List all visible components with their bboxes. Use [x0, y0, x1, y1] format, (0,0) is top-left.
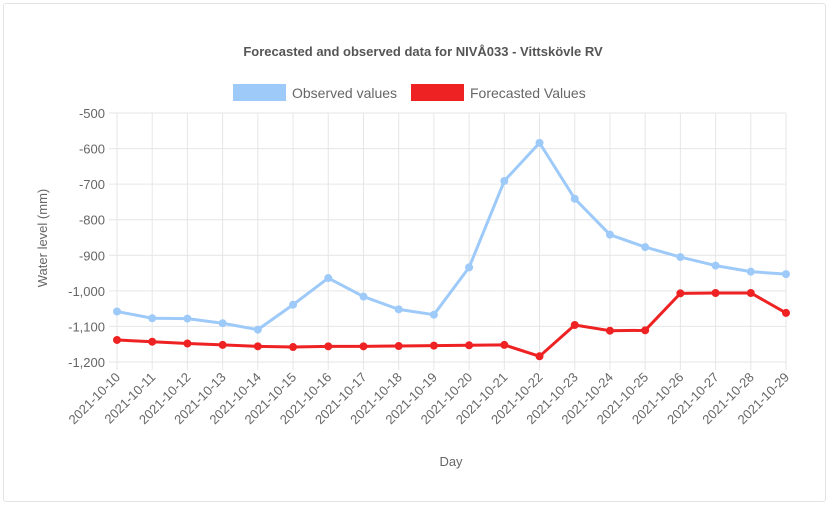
data-point[interactable] — [570, 194, 579, 203]
data-point[interactable] — [711, 288, 720, 297]
data-point[interactable] — [183, 339, 192, 348]
data-point[interactable] — [535, 352, 544, 361]
x-axis-ticks: 2021-10-102021-10-112021-10-122021-10-13… — [65, 370, 792, 428]
data-point[interactable] — [113, 335, 121, 344]
y-tick-label: -800 — [79, 213, 105, 228]
data-point[interactable] — [148, 314, 157, 323]
data-point[interactable] — [113, 307, 121, 316]
y-tick-label: -1,000 — [68, 284, 105, 299]
data-point[interactable] — [465, 341, 474, 350]
series-observed — [113, 138, 790, 334]
y-axis-label: Water level (mm) — [35, 189, 50, 287]
data-point[interactable] — [183, 314, 192, 323]
data-point[interactable] — [605, 230, 614, 239]
grid-lines — [109, 112, 787, 370]
y-tick-label: -1,100 — [68, 319, 105, 334]
data-point[interactable] — [253, 325, 262, 334]
data-point[interactable] — [641, 326, 650, 335]
data-point[interactable] — [359, 342, 368, 351]
data-point[interactable] — [500, 340, 509, 349]
y-tick-label: -1,200 — [68, 355, 105, 370]
data-point[interactable] — [746, 267, 755, 276]
legend-swatch — [411, 84, 464, 101]
legend[interactable]: Observed values Forecasted Values — [233, 84, 586, 101]
y-axis-ticks: -500 -600 -700 -800 -900 -1,000 -1,100 -1,200 — [68, 106, 105, 370]
data-point[interactable] — [676, 253, 685, 262]
data-series — [113, 138, 790, 361]
data-point[interactable] — [429, 341, 438, 350]
legend-item-observed[interactable]: Observed values — [233, 84, 397, 101]
data-point[interactable] — [782, 270, 790, 279]
data-point[interactable] — [535, 138, 544, 147]
data-point[interactable] — [570, 321, 579, 330]
data-point[interactable] — [394, 341, 403, 350]
data-point[interactable] — [289, 300, 298, 309]
data-point[interactable] — [218, 340, 227, 349]
chart-title: Forecasted and observed data for NIVÅ033… — [243, 44, 603, 59]
data-point[interactable] — [465, 263, 474, 272]
series-line — [115, 141, 788, 332]
data-point[interactable] — [746, 288, 755, 297]
data-point[interactable] — [324, 342, 333, 351]
data-point[interactable] — [500, 176, 509, 185]
y-tick-label: -500 — [79, 106, 105, 121]
legend-label: Observed values — [292, 85, 397, 101]
y-tick-label: -900 — [79, 248, 105, 263]
data-point[interactable] — [359, 292, 368, 301]
series-forecasted — [113, 288, 790, 361]
data-point[interactable] — [218, 319, 227, 328]
series-line — [115, 291, 788, 358]
data-point[interactable] — [324, 274, 333, 283]
data-point[interactable] — [289, 343, 298, 352]
data-point[interactable] — [148, 337, 157, 346]
data-point[interactable] — [394, 305, 403, 314]
legend-item-forecasted[interactable]: Forecasted Values — [411, 84, 586, 101]
legend-swatch — [233, 84, 286, 101]
y-tick-label: -600 — [79, 142, 105, 157]
data-point[interactable] — [711, 261, 720, 270]
x-axis-label: Day — [439, 454, 463, 469]
legend-label: Forecasted Values — [470, 85, 586, 101]
y-tick-label: -700 — [79, 177, 105, 192]
data-point[interactable] — [641, 243, 650, 252]
data-point[interactable] — [676, 289, 685, 298]
data-point[interactable] — [605, 326, 614, 335]
data-point[interactable] — [782, 308, 790, 317]
data-point[interactable] — [253, 342, 262, 351]
data-point[interactable] — [429, 310, 438, 319]
